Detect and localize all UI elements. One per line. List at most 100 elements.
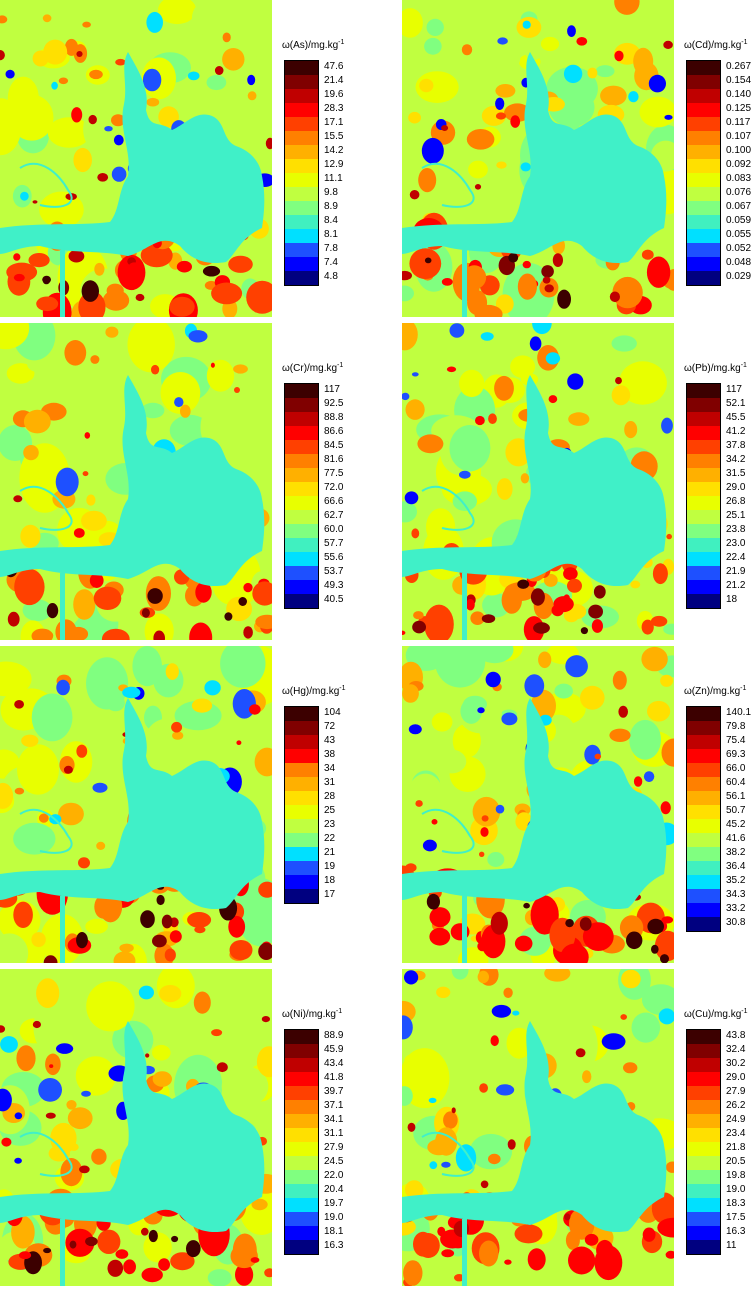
contour-patch xyxy=(79,1165,90,1174)
contour-patch xyxy=(250,1257,260,1263)
contour-patch xyxy=(73,147,92,173)
colorbar-title-exponent: -1 xyxy=(741,39,748,46)
colorbar-swatch xyxy=(285,510,318,524)
colorbar-tick-label: 24.9 xyxy=(726,1114,746,1125)
colorbar-tick-label: 77.5 xyxy=(324,468,344,479)
colorbar-tick-label: 41.2 xyxy=(726,426,746,437)
contour-map-svg xyxy=(0,323,272,640)
colorbar-tick-label: 24.5 xyxy=(324,1156,344,1167)
contour-patch xyxy=(156,894,165,906)
colorbar-swatch xyxy=(285,1184,318,1198)
colorbar-swatch xyxy=(687,1114,720,1128)
colorbar-tick-label: 17.5 xyxy=(726,1212,746,1223)
contour-patch xyxy=(85,918,108,934)
map-panel-cr: ω(Cr)/mg.kg-1 117 92.5 88.8 86.6 84.5 81.6 77.5… xyxy=(0,323,352,645)
colorbar-tick-label: 19.6 xyxy=(324,89,344,100)
contour-patch xyxy=(158,106,179,128)
colorbar-swatch xyxy=(687,1100,720,1114)
contour-patch xyxy=(641,646,668,672)
colorbar-tick-label: 0.076 xyxy=(726,187,752,198)
colorbar-tick-label: 21.8 xyxy=(726,1142,746,1153)
contour-patch xyxy=(563,594,570,601)
lake-area xyxy=(0,375,265,587)
contour-patch xyxy=(402,270,412,281)
colorbar-swatch xyxy=(687,749,720,763)
contour-patch xyxy=(567,373,584,390)
contour-patch xyxy=(548,395,558,404)
colorbar-swatch xyxy=(687,917,720,931)
contour-patch xyxy=(462,1014,515,1086)
colorbar-tick-label: 25.1 xyxy=(726,510,746,521)
contour-patch xyxy=(142,68,162,92)
contour-patch xyxy=(265,137,272,150)
colorbar-tick-label: 45.5 xyxy=(726,412,746,423)
contour-patch xyxy=(587,67,598,79)
colorbar-tick-label: 47.6 xyxy=(324,61,344,72)
colorbar-title: ω(Cd)/mg.kg-1 xyxy=(684,39,748,52)
contour-patch xyxy=(488,1153,501,1165)
contour-patch xyxy=(211,1029,223,1037)
map-panel-pb: ω(Pb)/mg.kg-1 117 52.1 45.5 41.2 37.8 34.2 31.5… xyxy=(402,323,754,645)
contour-patch xyxy=(595,65,615,78)
contour-map xyxy=(0,0,272,317)
colorbar-swatch xyxy=(285,215,318,229)
colorbar-swatch xyxy=(285,847,318,861)
contour-patch xyxy=(56,1043,74,1054)
contour-patch xyxy=(236,740,242,745)
contour-patch xyxy=(14,700,24,709)
colorbar-tick-label: 79.8 xyxy=(726,721,746,732)
contour-patch xyxy=(82,471,89,477)
colorbar-swatch xyxy=(285,538,318,552)
colorbar-swatch xyxy=(687,580,720,594)
contour-patch xyxy=(7,267,31,296)
colorbar-tick-label: 43.4 xyxy=(324,1058,344,1069)
contour-patch xyxy=(405,863,417,873)
colorbar-tick-label: 8.4 xyxy=(324,215,338,226)
contour-patch xyxy=(261,1016,270,1023)
contour-patch xyxy=(123,1259,136,1275)
contour-patch xyxy=(520,162,531,172)
colorbar-tick-label: 0.067 xyxy=(726,201,752,212)
colorbar-swatch xyxy=(285,1128,318,1142)
contour-patch xyxy=(0,1025,6,1033)
contour-patch xyxy=(404,970,419,985)
contour-patch xyxy=(234,15,266,59)
contour-patch xyxy=(140,243,173,268)
contour-patch xyxy=(92,782,108,793)
colorbar-swatch xyxy=(687,496,720,510)
contour-patch xyxy=(409,190,420,200)
colorbar-tick-label: 88.8 xyxy=(324,412,344,423)
colorbar-swatch xyxy=(285,243,318,257)
contour-patch xyxy=(491,1004,512,1018)
river-line xyxy=(19,162,73,208)
colorbar-title: ω(Hg)/mg.kg-1 xyxy=(282,685,346,698)
colorbar-swatch xyxy=(285,1086,318,1100)
colorbar-tick-label: 0.117 xyxy=(726,117,751,128)
colorbar-tick-label: 0.048 xyxy=(726,257,752,268)
colorbar-swatch xyxy=(687,426,720,440)
contour-patch xyxy=(42,14,52,23)
colorbar-swatch xyxy=(687,271,720,285)
colorbar-swatch xyxy=(687,145,720,159)
contour-patch xyxy=(251,1198,268,1211)
contour-patch xyxy=(0,1088,12,1112)
colorbar-tick-label: 28.3 xyxy=(324,103,344,114)
contour-patch xyxy=(660,801,671,815)
contour-patch xyxy=(470,611,485,625)
contour-patch xyxy=(456,335,497,364)
colorbar-tick-label: 104 xyxy=(324,707,341,718)
contour-patch xyxy=(69,1240,77,1249)
colorbar-title: ω(Pb)/mg.kg-1 xyxy=(684,362,747,375)
contour-patch xyxy=(89,573,104,588)
contour-patch xyxy=(21,734,39,747)
colorbar-swatch xyxy=(687,805,720,819)
colorbar-swatch xyxy=(687,229,720,243)
colorbar-tick-label: 0.029 xyxy=(726,271,752,282)
contour-patch xyxy=(429,927,451,946)
colorbar-swatch xyxy=(687,103,720,117)
contour-patch xyxy=(228,915,246,938)
colorbar-swatch xyxy=(687,215,720,229)
contour-patch xyxy=(443,1111,458,1129)
contour-patch xyxy=(210,362,215,368)
contour-patch xyxy=(477,941,488,952)
